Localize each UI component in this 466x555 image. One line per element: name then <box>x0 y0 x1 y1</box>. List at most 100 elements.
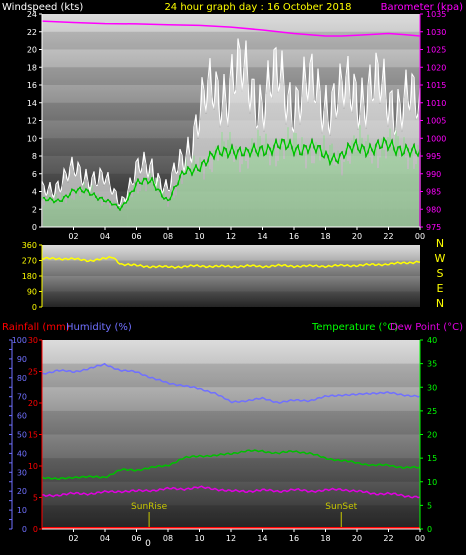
barometer-axis-title: Barometer (kpa) <box>381 2 463 13</box>
rainfall-tick-label: 25 <box>28 368 38 377</box>
barometer-tick-label: 995 <box>426 152 441 161</box>
temperature-tick-label: 0 <box>427 525 432 534</box>
windspeed-tick-label: 16 <box>27 81 37 90</box>
barometer-series-line <box>41 20 421 37</box>
compass-letter: N <box>436 297 444 310</box>
barometer-tick-label: 1010 <box>426 99 446 108</box>
grid-band <box>42 102 420 121</box>
sun-marker-label: SunRise <box>131 502 168 512</box>
temperature-tick-label: 10 <box>427 478 437 487</box>
rainfall-axis-title: Rainfall (mm) <box>2 322 70 333</box>
average-series-line <box>41 136 421 212</box>
x-tick-label: 02 <box>68 232 78 241</box>
humidity-axis-title: Humidity (%) <box>66 322 132 333</box>
x-tick-label: 00 <box>415 232 425 241</box>
windspeed-tick-label: 22 <box>27 28 37 37</box>
temperature-tick-label: 35 <box>427 360 437 369</box>
compass-letter: N <box>436 237 444 250</box>
x-tick-label: 00 <box>415 534 425 543</box>
barometer-tick-label: 985 <box>426 188 441 197</box>
x-tick-label: 02 <box>68 534 78 543</box>
humidity-tick-label: 90 <box>17 355 27 364</box>
humidity-tick-label: 60 <box>17 412 27 421</box>
windspeed-tick-label: 10 <box>27 134 37 143</box>
grid-band <box>42 363 420 388</box>
rainfall-tick-label: 15 <box>28 431 38 440</box>
grid-band <box>42 260 420 276</box>
barometer-tick-label: 1035 <box>426 10 446 19</box>
x-tick-label: 20 <box>352 232 362 241</box>
grid-band <box>42 410 420 435</box>
humidity-tick-label: 50 <box>17 431 27 440</box>
grid-band <box>42 67 420 85</box>
temperature-tick-label: 25 <box>427 407 437 416</box>
x-tick-label: 08 <box>163 232 173 241</box>
sun-marker-label: SunSet <box>325 502 357 512</box>
x-tick-label: 20 <box>352 534 362 543</box>
windspeed-tick-label: 0 <box>32 223 37 232</box>
barometer-tick-label: 1005 <box>426 117 446 126</box>
windspeed-tick-label: 14 <box>27 99 37 108</box>
rainfall-tick-label: 20 <box>28 399 38 408</box>
x-tick-label: 14 <box>257 534 267 543</box>
humidity-series-line <box>41 362 421 405</box>
grid-band <box>42 209 420 227</box>
x-tick-label: 22 <box>383 232 393 241</box>
barometer-tick-label: 1030 <box>426 28 446 37</box>
windspeed-tick-label: 18 <box>27 63 37 72</box>
barometer-tick-label: 1020 <box>426 63 446 72</box>
grid-band <box>42 291 420 307</box>
x-tick-label: 04 <box>100 534 110 543</box>
windspeed-tick-label: 20 <box>27 46 37 55</box>
barometer-tick-label: 980 <box>426 205 441 214</box>
direction-series-line <box>41 255 421 269</box>
gust-series-line <box>41 38 421 207</box>
x-tick-label: 04 <box>100 232 110 241</box>
windspeed-tick-label: 4 <box>32 188 37 197</box>
windspeed-tick-label: 6 <box>32 170 37 179</box>
chart-title: 24 hour graph day : 16 October 2018 <box>164 2 351 13</box>
dewpoint-series-line <box>41 485 421 499</box>
direction-tick-label: 270 <box>22 257 37 266</box>
grid-band <box>42 505 420 529</box>
compass-letter: W <box>435 252 446 265</box>
compass-letter: E <box>437 282 444 295</box>
x-tick-label: 06 <box>131 534 141 543</box>
x-tick-label: 18 <box>320 232 330 241</box>
temp-plot-area <box>42 340 420 529</box>
x-tick-label: 18 <box>320 534 330 543</box>
direction-tick-label: 90 <box>27 288 37 297</box>
temperature-tick-label: 40 <box>427 336 437 345</box>
humidity-tick-label: 40 <box>17 449 27 458</box>
x-tick-label: 10 <box>194 232 204 241</box>
bottom-tick-label: 0 <box>145 539 151 549</box>
grid-band <box>42 458 420 482</box>
windspeed-tick-label: 2 <box>32 205 37 214</box>
humidity-tick-label: 70 <box>17 393 27 402</box>
x-tick-label: 10 <box>194 534 204 543</box>
humidity-tick-label: 30 <box>17 468 27 477</box>
windspeed-tick-label: 24 <box>27 10 37 19</box>
x-tick-label: 12 <box>226 232 236 241</box>
x-tick-label: 06 <box>131 232 141 241</box>
humidity-tick-label: 80 <box>17 374 27 383</box>
x-tick-label: 08 <box>163 534 173 543</box>
windspeed-tick-label: 8 <box>32 152 37 161</box>
direction-tick-label: 0 <box>32 303 37 312</box>
temperature-tick-label: 20 <box>427 431 437 440</box>
humidity-tick-label: 0 <box>22 525 27 534</box>
temperature-tick-label: 15 <box>427 454 437 463</box>
barometer-tick-label: 1025 <box>426 46 446 55</box>
temperature-tick-label: 5 <box>427 501 432 510</box>
dewpoint-axis-title: Dew Point (°C) <box>390 322 463 333</box>
compass-letter: S <box>437 267 444 280</box>
rainfall-tick-label: 5 <box>33 494 38 503</box>
direction-tick-label: 180 <box>22 272 37 281</box>
x-tick-label: 22 <box>383 534 393 543</box>
rainfall-tick-label: 30 <box>28 336 38 345</box>
barometer-tick-label: 990 <box>426 170 441 179</box>
x-tick-label: 12 <box>226 534 236 543</box>
